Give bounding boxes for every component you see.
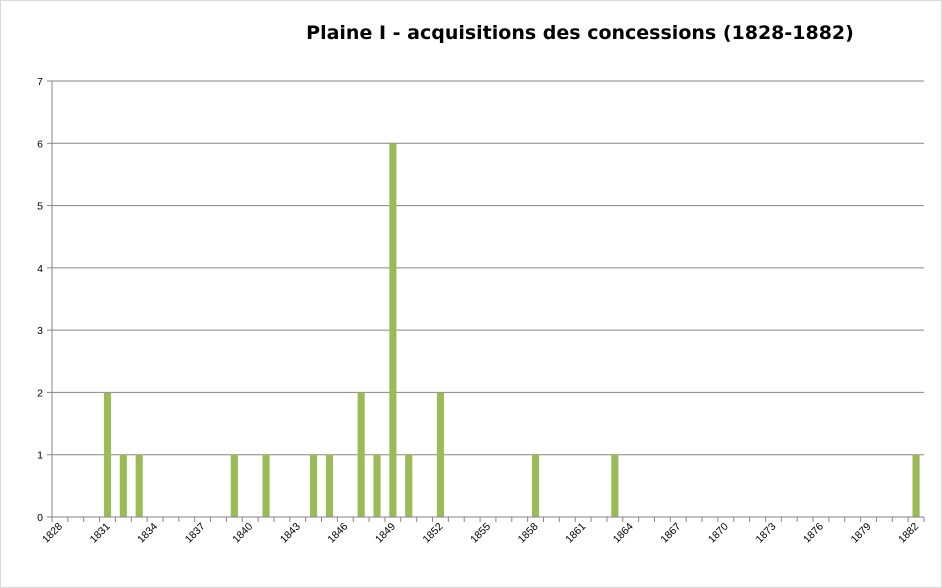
bar-1849 <box>389 143 397 518</box>
bar-1841 <box>262 454 270 517</box>
y-tick-label: 3 <box>37 325 43 337</box>
x-tick-label: 1867 <box>658 521 683 546</box>
x-tick-label: 1873 <box>754 521 779 546</box>
x-tick-label: 1876 <box>801 521 826 546</box>
y-tick-label: 2 <box>37 387 43 399</box>
bar-1852 <box>436 392 445 517</box>
bar-1848 <box>373 454 381 517</box>
bar-1845 <box>325 454 334 517</box>
y-tick-label: 6 <box>37 138 43 150</box>
x-tick-label: 1840 <box>230 521 255 546</box>
bar-1882 <box>912 454 920 517</box>
bar-1831 <box>103 392 112 517</box>
bar-1839 <box>230 454 238 517</box>
x-tick-label: 1834 <box>135 521 160 546</box>
x-tick-label: 1828 <box>40 521 65 546</box>
bar-1847 <box>357 392 365 517</box>
y-tick-label: 5 <box>37 201 43 213</box>
x-tick-label: 1870 <box>706 521 731 546</box>
y-tick-label: 1 <box>37 450 43 462</box>
x-tick-label: 1864 <box>611 521 636 546</box>
y-tick-label: 7 <box>37 76 43 88</box>
x-tick-label: 1858 <box>516 521 541 546</box>
bar-1844 <box>310 454 318 517</box>
axes <box>51 81 924 518</box>
bar-1863 <box>611 454 619 517</box>
x-tick-label: 1879 <box>849 521 874 546</box>
x-tick-label: 1843 <box>278 521 303 546</box>
chart-title: Plaine I - acquisitions des concessions … <box>306 22 854 44</box>
x-tick-label: 1852 <box>421 521 446 546</box>
bar-1850 <box>405 454 413 517</box>
bar-1832 <box>119 454 127 517</box>
y-tick-label: 0 <box>37 512 43 524</box>
x-tick-label: 1837 <box>183 521 208 546</box>
x-tick-label: 1849 <box>373 521 398 546</box>
x-tick-label: 1855 <box>468 521 493 546</box>
bar-1858 <box>531 454 540 517</box>
y-axis-ticks: 0 1 2 3 4 5 6 7 <box>37 76 52 524</box>
x-tick-label: 1831 <box>88 521 113 546</box>
gridlines <box>52 80 924 456</box>
y-tick-label: 4 <box>37 263 43 275</box>
bars <box>103 143 920 518</box>
x-tick-label: 1846 <box>325 521 350 546</box>
bar-1833 <box>135 454 143 517</box>
x-tick-label: 1861 <box>563 521 588 546</box>
x-tick-label: 1882 <box>896 521 921 546</box>
x-axis-ticks: 1828 1831 1834 1837 1840 1843 1846 1849 1852 1855… <box>40 517 925 546</box>
